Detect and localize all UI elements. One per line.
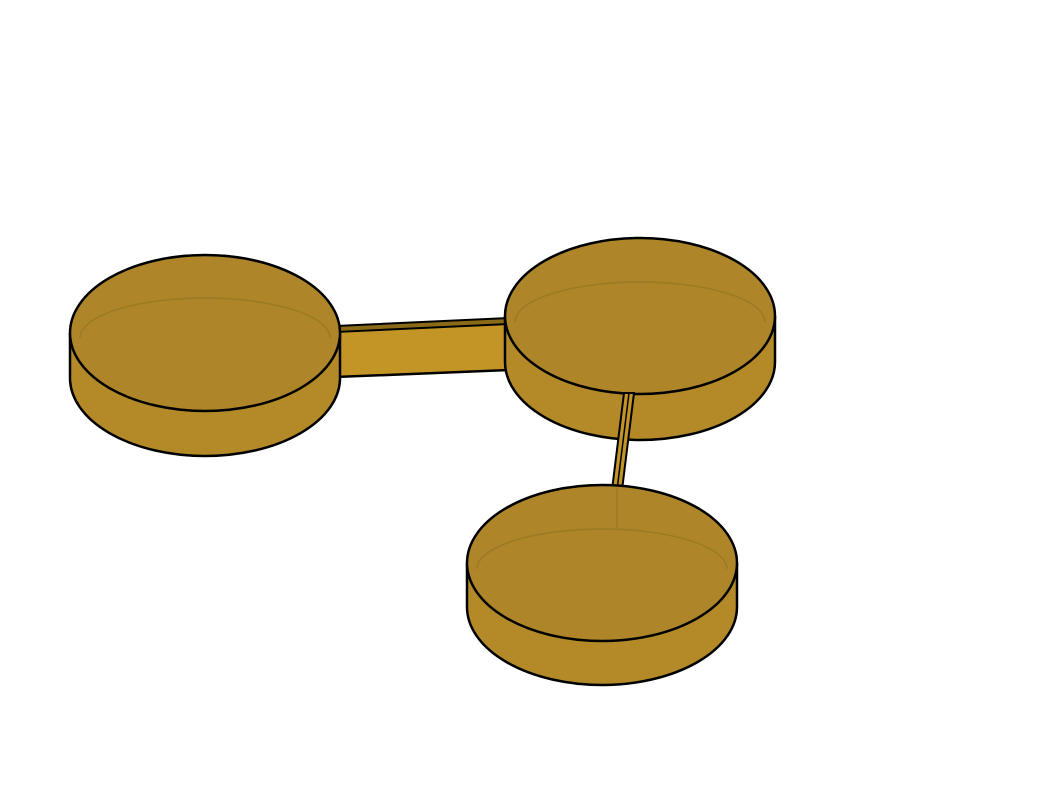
- vertical-connector-edge: [616, 392, 630, 491]
- right-dish[interactable]: [503, 236, 777, 442]
- left-dish-inner-rim: [79, 297, 331, 339]
- bottom-dish-side-outline: [465, 563, 739, 687]
- left-dish[interactable]: [68, 253, 342, 458]
- left-dish-top: [68, 253, 342, 413]
- left-dish-side-outline: [68, 333, 342, 458]
- bottom-dish-inner-rim: [476, 528, 728, 570]
- right-dish-inner-rim: [514, 281, 766, 323]
- bottom-dish-top: [465, 483, 739, 643]
- right-dish-side-outline: [503, 316, 777, 442]
- right-dish-top: [503, 236, 777, 396]
- horizontal-connector[interactable]: [334, 316, 512, 379]
- bottom-dish[interactable]: [465, 483, 739, 687]
